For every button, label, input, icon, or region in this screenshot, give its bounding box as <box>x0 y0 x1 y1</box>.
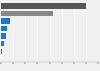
Bar <box>1 11 53 16</box>
Bar <box>1 26 7 31</box>
Bar <box>1 48 2 54</box>
Bar <box>1 3 86 9</box>
Bar <box>1 33 6 39</box>
Bar <box>1 41 4 46</box>
Bar <box>1 18 10 24</box>
